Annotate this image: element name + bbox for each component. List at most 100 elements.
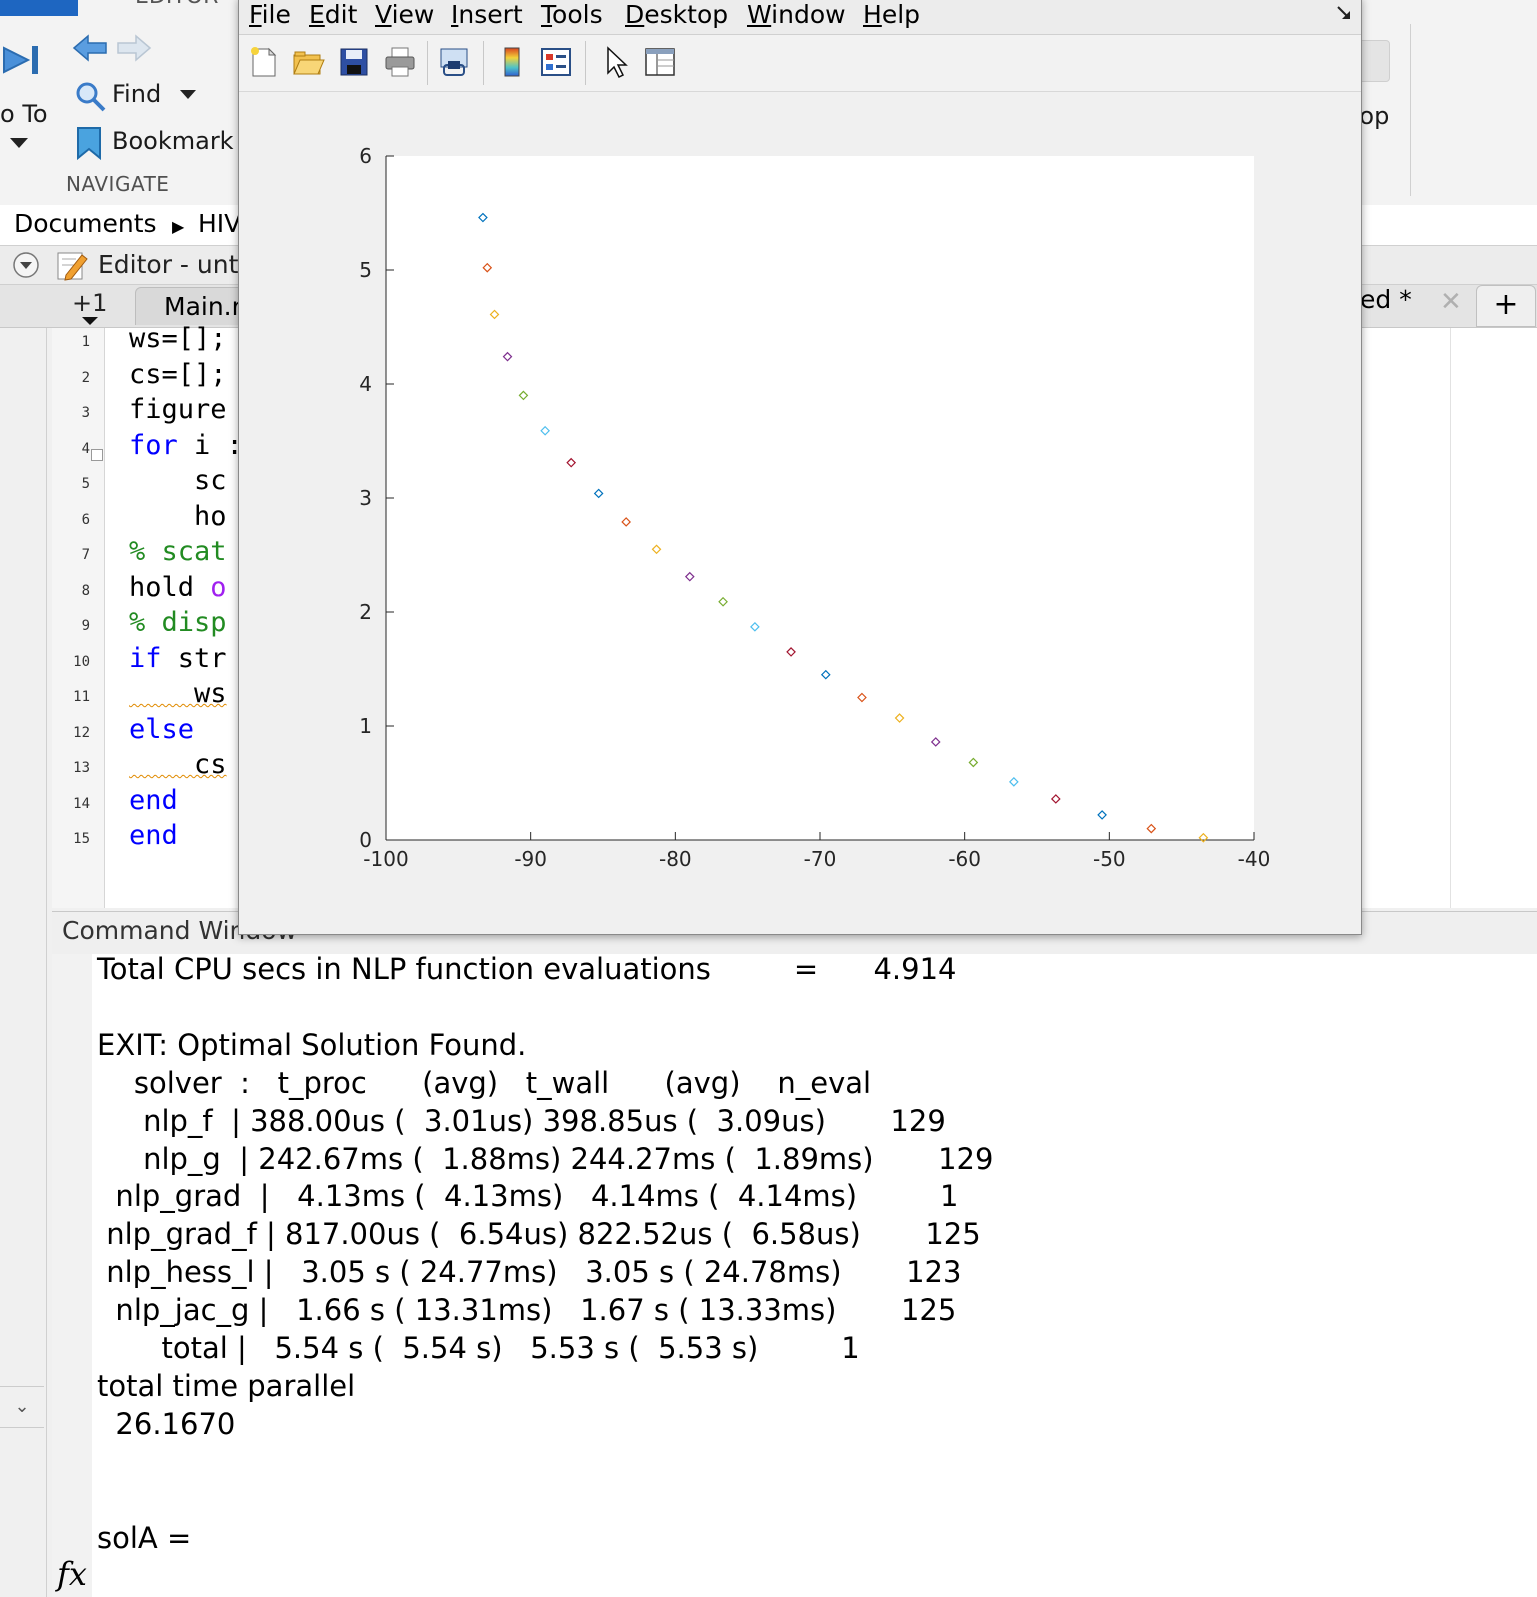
forward-arrow-icon[interactable]: [116, 34, 152, 62]
menu-edit[interactable]: Edit: [309, 0, 358, 29]
scatter-point[interactable]: [786, 647, 796, 657]
scatter-point[interactable]: [621, 517, 631, 527]
bookmark-button[interactable]: Bookmark: [112, 127, 234, 155]
go-to-icon[interactable]: [2, 40, 44, 80]
scatter-point[interactable]: [540, 425, 550, 436]
legend-icon[interactable]: [539, 45, 573, 79]
back-arrow-icon[interactable]: [72, 34, 108, 62]
code-line[interactable]: if str: [129, 643, 227, 674]
scatter-point[interactable]: [518, 390, 529, 401]
scatter-point[interactable]: [478, 212, 488, 223]
print-icon[interactable]: [383, 45, 417, 79]
menu-help[interactable]: Help: [863, 0, 921, 29]
scatter-point[interactable]: [489, 309, 500, 320]
code-line[interactable]: ws=[];: [129, 323, 227, 354]
scatter-point[interactable]: [1198, 832, 1209, 843]
add-tab-button[interactable]: +: [1476, 285, 1536, 327]
scatter-point[interactable]: [684, 571, 695, 582]
menu-insert[interactable]: Insert: [451, 0, 523, 29]
scatter-point[interactable]: [718, 596, 728, 607]
scatter-point[interactable]: [482, 262, 493, 273]
breadcrumb-current[interactable]: HIV: [198, 209, 242, 238]
scatter-point[interactable]: [566, 457, 577, 468]
property-inspector-icon[interactable]: [643, 45, 677, 79]
code-line[interactable]: hold o: [129, 572, 227, 603]
code-line[interactable]: figure: [129, 394, 227, 425]
scatter-point[interactable]: [1050, 794, 1061, 804]
command-window[interactable]: [52, 954, 1537, 1597]
find-dropdown-icon[interactable]: [180, 90, 196, 100]
code-token: ws: [129, 678, 227, 709]
find-button[interactable]: Find: [112, 80, 162, 108]
pointer-icon[interactable]: [599, 45, 633, 79]
tab-list-button[interactable]: +1: [72, 289, 108, 317]
scatter-point[interactable]: [930, 737, 941, 747]
code-line[interactable]: % scat: [129, 536, 227, 567]
link-plot-icon[interactable]: [437, 45, 471, 79]
tab-untitled[interactable]: ed *: [1360, 285, 1412, 314]
x-tick-label: -100: [363, 847, 408, 871]
figure-window[interactable]: File Edit View Insert Tools Desktop Window Help: [238, 0, 1362, 935]
find-magnifier-icon[interactable]: [74, 80, 106, 112]
bookmark-icon[interactable]: [76, 126, 102, 160]
toolstrip-right-button[interactable]: [1358, 40, 1390, 82]
scatter-point[interactable]: [968, 757, 979, 768]
line-number: 8: [81, 582, 90, 599]
code-line[interactable]: % disp: [129, 607, 227, 638]
code-line[interactable]: sc: [129, 465, 227, 496]
line-number: 13: [73, 760, 90, 776]
code-line[interactable]: cs=[];: [129, 359, 227, 390]
open-file-icon[interactable]: [291, 45, 325, 79]
code-line[interactable]: for i :: [129, 430, 243, 461]
save-icon[interactable]: [337, 45, 371, 79]
y-tick-label: 6: [359, 144, 372, 168]
code-line[interactable]: cs: [129, 749, 227, 780]
menu-file[interactable]: File: [249, 0, 291, 29]
colorbar-icon[interactable]: [495, 45, 529, 79]
go-to-button[interactable]: o To: [0, 100, 48, 128]
code-line[interactable]: end: [129, 785, 178, 816]
line-number: 4: [81, 440, 90, 457]
fx-prompt-icon[interactable]: fx: [57, 1555, 87, 1593]
scatter-point[interactable]: [651, 544, 662, 555]
scatter-point[interactable]: [857, 692, 867, 703]
go-to-dropdown-icon[interactable]: [10, 138, 28, 150]
command-output-line: nlp_g | 242.67ms ( 1.88ms) 244.27ms ( 1.…: [97, 1141, 994, 1176]
axes-background[interactable]: [386, 156, 1254, 840]
code-line[interactable]: else: [129, 714, 194, 745]
figure-toolbar: [239, 35, 1361, 92]
menu-view[interactable]: View: [375, 0, 435, 29]
code-token: cs=[];: [129, 358, 227, 390]
menu-window[interactable]: Window: [747, 0, 846, 29]
scatter-point[interactable]: [894, 713, 905, 723]
home-tab-highlight[interactable]: [0, 0, 78, 16]
code-token: end: [129, 820, 178, 851]
navigate-section-label: NAVIGATE: [66, 172, 170, 196]
undock-icon[interactable]: [1335, 4, 1353, 22]
tab-close-icon[interactable]: ✕: [1440, 287, 1462, 317]
fold-toggle-icon[interactable]: [91, 449, 103, 461]
panel-actions-icon[interactable]: [12, 251, 40, 279]
line-number: 5: [81, 476, 90, 492]
code-line[interactable]: ws: [129, 678, 227, 709]
scatter-point[interactable]: [820, 669, 831, 680]
scatter-point[interactable]: [750, 621, 760, 632]
code-token: str: [161, 642, 227, 674]
code-token: % scat: [129, 536, 227, 567]
menu-tools[interactable]: Tools: [541, 0, 603, 29]
menu-desktop[interactable]: Desktop: [625, 0, 729, 29]
scatter-point[interactable]: [1009, 777, 1019, 787]
tab-list-dropdown-icon[interactable]: [82, 317, 98, 326]
breadcrumb-documents[interactable]: Documents: [14, 209, 157, 238]
editor-tab[interactable]: EDITOR: [135, 0, 218, 9]
code-line[interactable]: end: [129, 820, 178, 851]
collapse-chevron-icon[interactable]: ⌄: [0, 1386, 44, 1428]
x-tick-label: -60: [948, 847, 981, 871]
scatter-point[interactable]: [1146, 823, 1157, 834]
code-line[interactable]: ho: [129, 501, 227, 532]
new-figure-icon[interactable]: [247, 45, 281, 79]
scatter-point[interactable]: [1097, 810, 1107, 820]
scatter-point[interactable]: [593, 488, 604, 499]
scatter-plot[interactable]: -100 -90 -80 -70 -60 -50 -40 0 1 2 3 4 5 6: [239, 92, 1359, 930]
scatter-point[interactable]: [502, 351, 513, 362]
